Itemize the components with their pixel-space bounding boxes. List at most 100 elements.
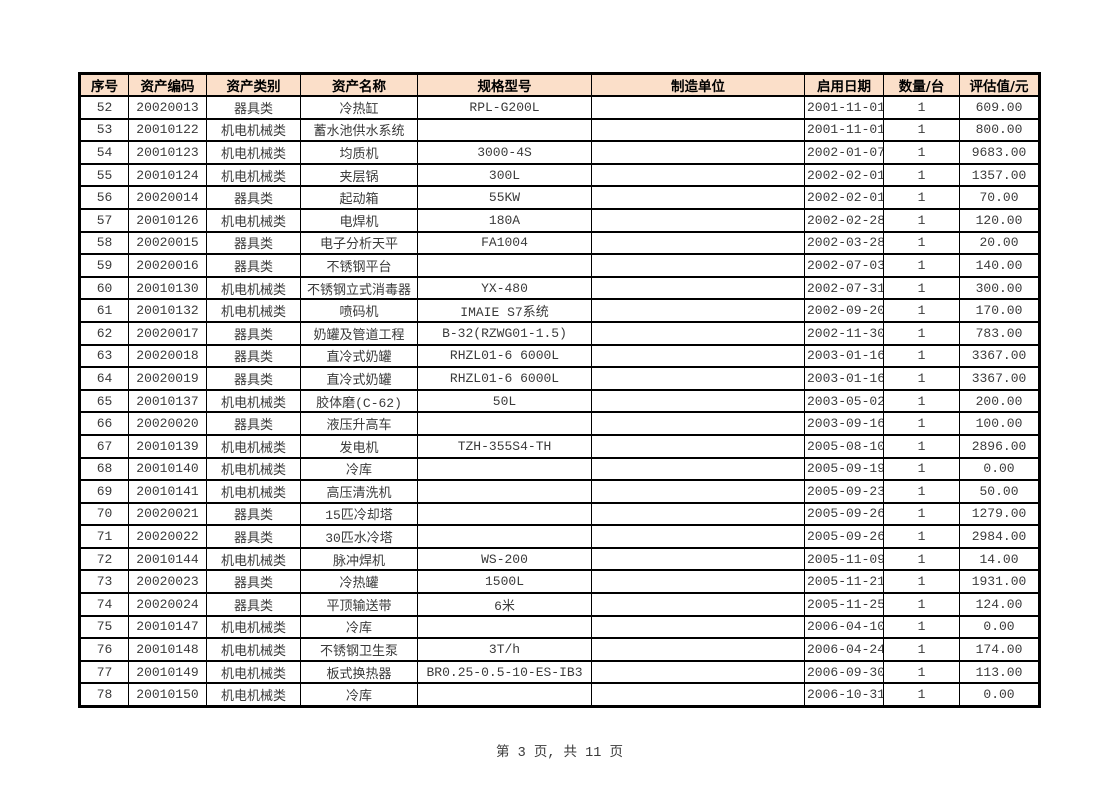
cell-asset-category: 机电机械类: [206, 456, 301, 482]
cell-asset-category: 机电机械类: [206, 479, 301, 504]
cell-spec-model: WS-200: [417, 546, 592, 572]
cell-manufacturer: [591, 253, 805, 278]
cell-spec-model: 3000-4S: [417, 140, 592, 165]
cell-start-date: 2006-04-10: [804, 614, 884, 640]
cell-spec-model: B-32(RZWG01-1.5): [417, 320, 592, 346]
cell-asset-category: 器具类: [206, 501, 301, 527]
cell-assessed-value: 140.00: [959, 253, 1040, 278]
cell-index: 70: [79, 501, 129, 527]
cell-asset-code: 20010148: [128, 637, 207, 662]
cell-quantity: 1: [883, 162, 960, 188]
cell-start-date: 2005-09-26: [804, 524, 884, 549]
cell-asset-name: 冷热缸: [300, 95, 418, 120]
cell-asset-category: 器具类: [206, 524, 301, 549]
cell-quantity: 1: [883, 501, 960, 527]
cell-asset-category: 机电机械类: [206, 637, 301, 662]
cell-index: 54: [79, 140, 129, 165]
cell-asset-name: 直冷式奶罐: [300, 343, 418, 369]
cell-asset-category: 器具类: [206, 253, 301, 278]
cell-assessed-value: 170.00: [959, 298, 1040, 323]
cell-index: 73: [79, 569, 129, 595]
cell-manufacturer: [591, 230, 805, 256]
cell-quantity: 1: [883, 456, 960, 482]
cell-asset-name: 冷库: [300, 614, 418, 640]
cell-quantity: 1: [883, 343, 960, 369]
cell-start-date: 2002-01-07: [804, 140, 884, 165]
cell-asset-code: 20010147: [128, 614, 207, 640]
table-row: 64 20020019 器具类 直冷式奶罐 RHZL01-6 6000L 2003-01-…: [79, 366, 1040, 391]
table-row: 78 20010150 机电机械类 冷库 2006-10-31 1 0.00: [79, 682, 1040, 708]
cell-asset-code: 20020019: [128, 366, 207, 391]
table-row: 61 20010132 机电机械类 喷码机 IMAIE S7系统 2002-09-20 1 1…: [79, 298, 1040, 323]
table-row: 56 20020014 器具类 起动箱 55KW 2002-02-01 1 70.00: [79, 185, 1040, 210]
cell-asset-category: 器具类: [206, 592, 301, 617]
table-row: 74 20020024 器具类 平顶输送带 6米 2005-11-25 1 124.00: [79, 592, 1040, 617]
cell-manufacturer: [591, 320, 805, 346]
cell-asset-category: 器具类: [206, 343, 301, 369]
cell-quantity: 1: [883, 659, 960, 685]
cell-asset-category: 器具类: [206, 95, 301, 120]
cell-start-date: 2002-03-28: [804, 230, 884, 256]
cell-index: 72: [79, 546, 129, 572]
cell-asset-name: 冷库: [300, 456, 418, 482]
cell-asset-name: 不锈钢卫生泵: [300, 637, 418, 662]
cell-manufacturer: [591, 456, 805, 482]
cell-assessed-value: 1279.00: [959, 501, 1040, 527]
cell-asset-name: 平顶输送带: [300, 592, 418, 617]
cell-quantity: 1: [883, 479, 960, 504]
table-row: 76 20010148 机电机械类 不锈钢卫生泵 3T/h 2006-04-24 1 174.…: [79, 637, 1040, 662]
cell-asset-code: 20020013: [128, 95, 207, 120]
table-row: 52 20020013 器具类 冷热缸 RPL-G200L 2001-11-01 1 609.…: [79, 95, 1040, 120]
cell-quantity: 1: [883, 253, 960, 278]
cell-quantity: 1: [883, 320, 960, 346]
table-row: 66 20020020 器具类 液压升高车 2003-09-16 1 100.00: [79, 411, 1040, 436]
cell-assessed-value: 1357.00: [959, 162, 1040, 188]
cell-start-date: 2005-11-25: [804, 592, 884, 617]
table-header-row: 序号 资产编码 资产类别 资产名称 规格型号 制造单位 启用日期 数量/台 评估…: [79, 72, 1040, 97]
table-row: 69 20010141 机电机械类 高压清洗机 2005-09-23 1 50.00: [79, 479, 1040, 504]
cell-manufacturer: [591, 95, 805, 120]
cell-index: 75: [79, 614, 129, 640]
cell-asset-name: 冷热罐: [300, 569, 418, 595]
cell-start-date: 2001-11-01: [804, 117, 884, 143]
cell-manufacturer: [591, 366, 805, 391]
cell-asset-name: 液压升高车: [300, 411, 418, 436]
cell-index: 65: [79, 388, 129, 414]
table-row: 71 20020022 器具类 30匹水冷塔 2005-09-26 1 2984.00: [79, 524, 1040, 549]
cell-start-date: 2003-01-16: [804, 366, 884, 391]
cell-assessed-value: 2896.00: [959, 433, 1040, 459]
cell-spec-model: FA1004: [417, 230, 592, 256]
cell-start-date: 2002-02-01: [804, 162, 884, 188]
cell-asset-category: 机电机械类: [206, 659, 301, 685]
cell-manufacturer: [591, 592, 805, 617]
cell-assessed-value: 1931.00: [959, 569, 1040, 595]
cell-start-date: 2002-02-28: [804, 207, 884, 233]
cell-start-date: 2005-08-10: [804, 433, 884, 459]
cell-asset-name: 高压清洗机: [300, 479, 418, 504]
cell-spec-model: [417, 479, 592, 504]
cell-start-date: 2002-02-01: [804, 185, 884, 210]
cell-asset-code: 20020020: [128, 411, 207, 436]
cell-start-date: 2006-04-24: [804, 637, 884, 662]
cell-manufacturer: [591, 479, 805, 504]
cell-asset-category: 机电机械类: [206, 275, 301, 301]
cell-start-date: 2002-11-30: [804, 320, 884, 346]
cell-spec-model: [417, 411, 592, 436]
cell-assessed-value: 0.00: [959, 456, 1040, 482]
cell-asset-category: 器具类: [206, 230, 301, 256]
cell-asset-name: 15匹冷却塔: [300, 501, 418, 527]
cell-asset-name: 蓄水池供水系统: [300, 117, 418, 143]
table-row: 73 20020023 器具类 冷热罐 1500L 2005-11-21 1 1931.00: [79, 569, 1040, 595]
cell-spec-model: [417, 524, 592, 549]
cell-manufacturer: [591, 433, 805, 459]
cell-asset-code: 20010122: [128, 117, 207, 143]
table-row: 67 20010139 机电机械类 发电机 TZH-355S4-TH 2005-08-10…: [79, 433, 1040, 459]
cell-asset-name: 电焊机: [300, 207, 418, 233]
cell-spec-model: 300L: [417, 162, 592, 188]
cell-index: 76: [79, 637, 129, 662]
cell-asset-code: 20010141: [128, 479, 207, 504]
table-row: 63 20020018 器具类 直冷式奶罐 RHZL01-6 6000L 2003-01-…: [79, 343, 1040, 369]
cell-asset-name: 电子分析天平: [300, 230, 418, 256]
cell-start-date: 2002-07-03: [804, 253, 884, 278]
cell-start-date: 2002-07-31: [804, 275, 884, 301]
